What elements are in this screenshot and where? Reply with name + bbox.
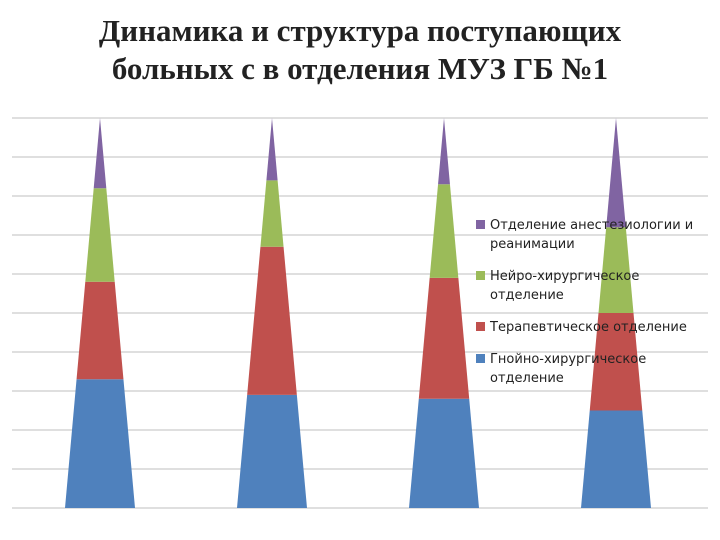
cone-3-segment-1 bbox=[409, 398, 479, 508]
chart-title-line-2: больных с в отделения МУЗ ГБ №1 bbox=[111, 51, 609, 86]
cone-1-segment-1 bbox=[65, 379, 135, 508]
legend-swatch bbox=[476, 354, 485, 363]
cone-1-segment-3 bbox=[85, 188, 115, 282]
legend-label-line: Гнойно-хирургическое bbox=[490, 352, 647, 367]
cone-2-segment-1 bbox=[237, 394, 307, 508]
legend-swatch bbox=[476, 220, 485, 229]
chart-legend: Отделение анестезиологии и реанимации Нейр… bbox=[476, 216, 720, 401]
cone-3-segment-2 bbox=[418, 277, 470, 399]
cone-3-segment-4 bbox=[438, 118, 450, 185]
legend-label-line: реанимации bbox=[490, 237, 575, 252]
cone-4-segment-3 bbox=[598, 227, 634, 313]
cone-4-segment-1 bbox=[581, 410, 651, 508]
legend-label-line: Терапевтическое отделение bbox=[490, 320, 687, 335]
legend-swatch bbox=[476, 271, 485, 280]
legend-label-line: Нейро-хирургическое bbox=[490, 269, 640, 284]
cone-4-segment-2 bbox=[589, 313, 643, 411]
cone-2-segment-2 bbox=[247, 246, 297, 395]
legend-item-2: Терапевтическое отделение bbox=[476, 318, 720, 337]
legend-item-3: Нейро-хирургическое отделение bbox=[476, 267, 720, 305]
chart-title: Динамика и структура поступающих больных… bbox=[0, 12, 720, 88]
cone-1-segment-4 bbox=[93, 118, 107, 189]
cone-1-segment-2 bbox=[76, 281, 124, 380]
chart-title-line-1: Динамика и структура поступающих bbox=[98, 13, 622, 48]
legend-label-line: отделение bbox=[490, 288, 564, 303]
legend-item-1: Гнойно-хирургическое отделение bbox=[476, 350, 720, 388]
legend-label-line: Отделение анестезиологии и bbox=[490, 218, 694, 233]
cone-3-segment-3 bbox=[429, 184, 459, 278]
cone-4-segment-4 bbox=[606, 118, 626, 228]
legend-label-line: отделение bbox=[490, 371, 564, 386]
legend-swatch bbox=[476, 322, 485, 331]
cone-2-segment-3 bbox=[260, 180, 284, 247]
cone-2-segment-4 bbox=[266, 118, 278, 181]
legend-item-4: Отделение анестезиологии и реанимации bbox=[476, 216, 720, 254]
